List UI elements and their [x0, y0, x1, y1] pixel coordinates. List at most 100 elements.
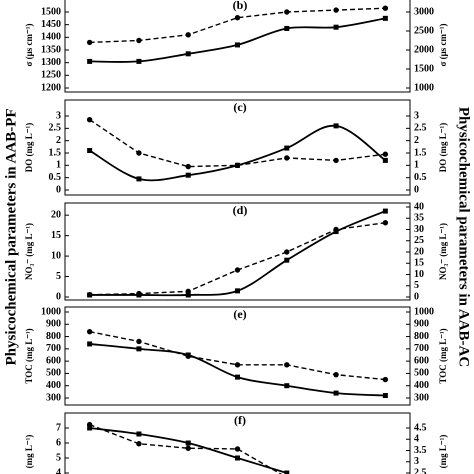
marker [86, 117, 93, 123]
y-axis-label: σ (μs cm⁻¹) [24, 24, 34, 67]
y-tick-label: 1450 [41, 19, 61, 30]
marker [284, 383, 290, 389]
marker [333, 226, 339, 233]
y-axis-label: (mg L⁻¹) [24, 435, 34, 469]
y2-tick-label: 5 [414, 280, 419, 291]
marker [284, 25, 290, 31]
series-line [89, 343, 386, 397]
y-tick-label: 1250 [41, 70, 61, 81]
marker [333, 371, 339, 378]
y2-tick-label: 0.5 [414, 172, 427, 183]
marker [136, 346, 142, 352]
marker [185, 353, 191, 359]
plot-frame [64, 99, 411, 196]
y2-tick-label: 600 [414, 355, 429, 366]
marker [86, 421, 93, 428]
y-tick-label: 1200 [41, 82, 61, 93]
y-tick-label: 7 [56, 422, 61, 433]
y2-tick-label: 400 [414, 380, 429, 391]
panel-label: (d) [233, 203, 248, 217]
y2-tick-label: 4 [414, 434, 419, 445]
series-line [89, 210, 386, 297]
plot-frame [64, 202, 411, 301]
y2-tick-label: 2500 [414, 25, 434, 36]
y-tick-label: 1300 [41, 57, 61, 68]
marker [382, 151, 389, 157]
y-axis-label: TOC (mg L⁻¹) [24, 328, 34, 383]
marker [382, 5, 389, 11]
series-line [89, 124, 386, 182]
marker [136, 441, 142, 447]
marker [234, 15, 241, 21]
y-tick-label: 400 [46, 380, 61, 391]
plot-frame [64, 0, 411, 93]
marker [185, 32, 191, 38]
marker [333, 123, 339, 129]
y-tick-label: 1 [56, 160, 61, 171]
y2-tick-label: 10 [414, 269, 424, 280]
y2-tick-label: 4.5 [414, 422, 427, 433]
marker [87, 148, 93, 154]
y-tick-label: 600 [46, 355, 61, 366]
y-tick-label: 900 [46, 319, 61, 330]
marker [382, 220, 389, 226]
marker [234, 362, 241, 368]
marker [185, 51, 191, 57]
marker [234, 267, 241, 273]
y2-tick-label: 35 [414, 213, 424, 224]
y-tick-label: 15 [51, 230, 61, 241]
y2-tick-label: 3 [414, 456, 419, 467]
y2-tick-label: 0 [414, 291, 419, 302]
y2-tick-label: 40 [414, 201, 424, 212]
marker [382, 393, 388, 399]
y-tick-label: 0.5 [49, 172, 62, 183]
y2-tick-label: 20 [414, 246, 424, 257]
marker [284, 257, 290, 263]
y-tick-label: 10 [51, 250, 61, 261]
marker [185, 288, 191, 295]
y2-tick-label: 25 [414, 235, 424, 246]
panel-label: (f) [234, 413, 246, 427]
y2-tick-label: 1000 [414, 82, 434, 93]
y2-tick-label: 1 [414, 160, 419, 171]
series-line [89, 222, 386, 296]
y-tick-label: 0 [56, 184, 61, 195]
y-tick-label: 5 [56, 271, 61, 282]
y-tick-label: 1500 [41, 6, 61, 17]
y-tick-label: 500 [46, 368, 61, 379]
right-title: Physicochemical parameters in AAB-AC [456, 107, 472, 367]
y-tick-label: 2.5 [49, 123, 62, 134]
marker [284, 145, 290, 151]
y-tick-label: 300 [46, 392, 61, 403]
marker [284, 362, 290, 368]
marker [185, 292, 191, 298]
panel-label: (c) [233, 100, 246, 114]
y-tick-label: 1350 [41, 44, 61, 55]
y2-axis-label: DO (mg L⁻¹) [438, 123, 448, 172]
y2-tick-label: 800 [414, 331, 429, 342]
panel: 3004005006007008009001000300400500600700… [24, 306, 448, 406]
marker [284, 470, 290, 474]
series-line [89, 423, 283, 474]
marker [235, 455, 240, 461]
left-title: Physicochemical parameters in AAB-PF [3, 108, 19, 365]
y-axis-label: DO (mg L⁻¹) [24, 123, 34, 172]
marker [284, 249, 290, 255]
marker [87, 58, 93, 64]
y2-tick-label: 900 [414, 319, 429, 330]
marker [333, 157, 339, 164]
y2-tick-label: 1500 [414, 63, 434, 74]
y-tick-label: 5 [56, 452, 61, 463]
marker [87, 425, 93, 431]
marker [333, 390, 339, 396]
y2-axis-label: (mg L⁻¹) [438, 435, 448, 469]
y2-tick-label: 300 [414, 392, 429, 403]
marker [382, 208, 388, 214]
y2-tick-label: 30 [414, 224, 424, 235]
panel-label: (b) [233, 0, 248, 12]
y-tick-label: 6 [56, 437, 61, 448]
marker [86, 292, 93, 298]
